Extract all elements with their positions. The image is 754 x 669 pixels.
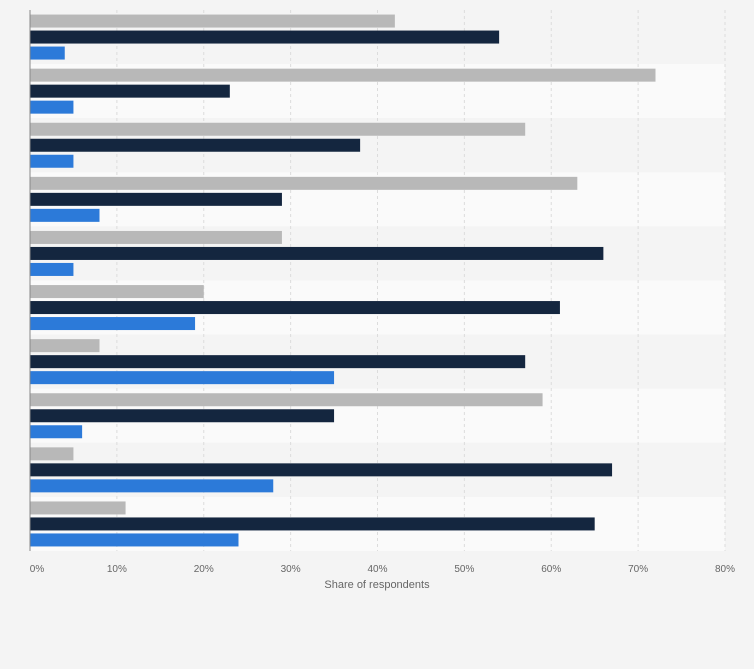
- bar[interactable]: [30, 409, 335, 423]
- bar[interactable]: [30, 176, 578, 190]
- bar[interactable]: [30, 100, 74, 114]
- bar[interactable]: [30, 46, 65, 60]
- bar[interactable]: [30, 84, 230, 98]
- bar[interactable]: [30, 339, 100, 353]
- bar[interactable]: [30, 479, 274, 493]
- bar[interactable]: [30, 317, 196, 331]
- bar[interactable]: [30, 301, 560, 315]
- x-tick-label: 30%: [281, 564, 301, 575]
- bar[interactable]: [30, 463, 613, 477]
- bar[interactable]: [30, 246, 604, 260]
- bar[interactable]: [30, 355, 526, 369]
- bar[interactable]: [30, 447, 74, 461]
- x-axis-title: Share of respondents: [324, 579, 430, 591]
- bar[interactable]: [30, 30, 500, 44]
- bar[interactable]: [30, 68, 656, 82]
- x-tick-label: 0%: [30, 564, 45, 575]
- bar[interactable]: [30, 517, 595, 531]
- bar[interactable]: [30, 208, 100, 222]
- bar[interactable]: [30, 14, 395, 28]
- x-tick-label: 20%: [194, 564, 214, 575]
- x-tick-label: 70%: [628, 564, 648, 575]
- bar[interactable]: [30, 371, 335, 385]
- bar[interactable]: [30, 533, 239, 547]
- bars: [30, 14, 656, 547]
- bar[interactable]: [30, 262, 74, 276]
- bar[interactable]: [30, 138, 361, 152]
- x-tick-label: 10%: [107, 564, 127, 575]
- bar[interactable]: [30, 122, 526, 136]
- x-tick-label: 80%: [715, 564, 735, 575]
- gridlines: [116, 10, 726, 551]
- bar[interactable]: [30, 230, 282, 244]
- x-tick-label: 40%: [367, 564, 387, 575]
- bar[interactable]: [30, 501, 126, 515]
- bar[interactable]: [30, 285, 204, 299]
- x-tick-label: 50%: [454, 564, 474, 575]
- bar[interactable]: [30, 425, 83, 439]
- bar[interactable]: [30, 154, 74, 168]
- bar[interactable]: [30, 393, 543, 407]
- x-tick-label: 60%: [541, 564, 561, 575]
- x-tick-labels: 0% 10% 20% 30% 40% 50% 60% 70% 80%: [30, 564, 735, 575]
- bar[interactable]: [30, 192, 282, 206]
